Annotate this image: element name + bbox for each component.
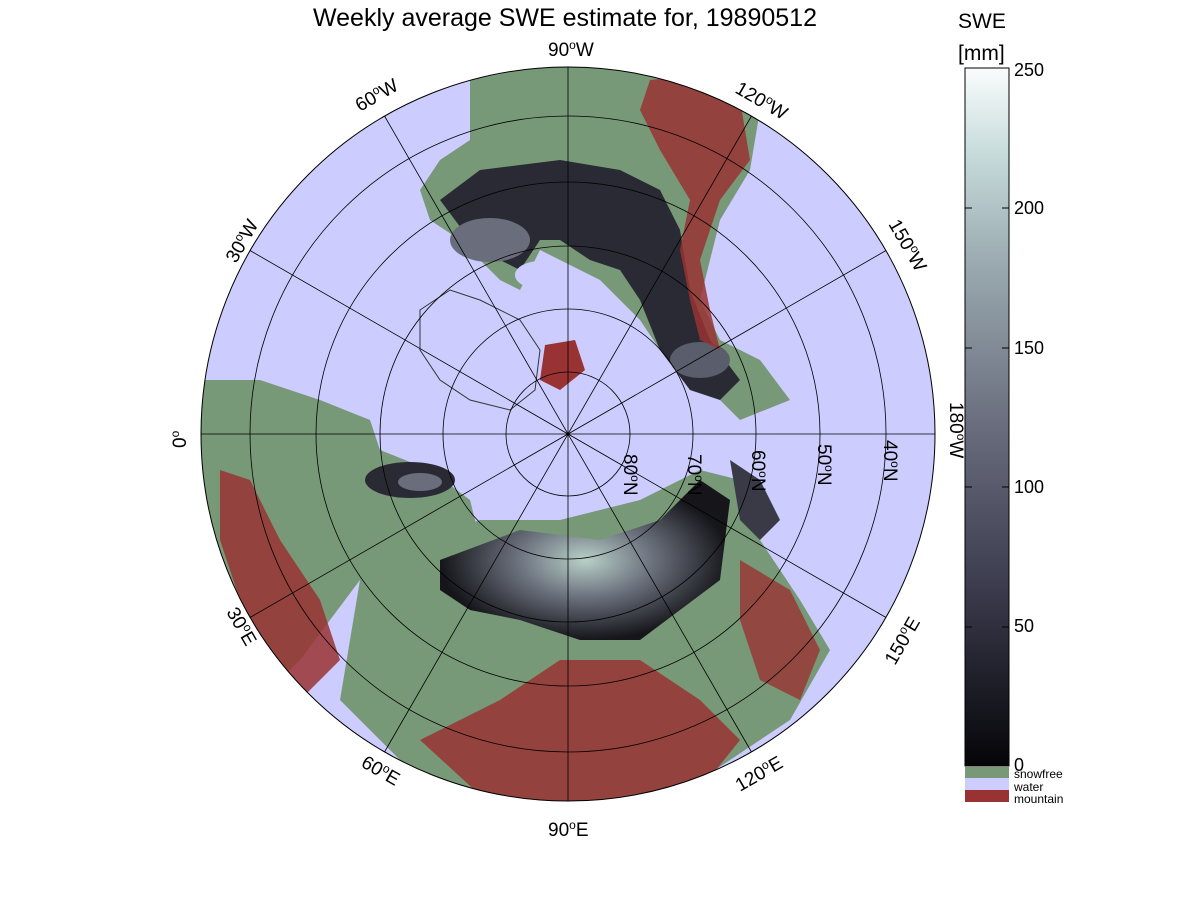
lon-label-90w: 90oW bbox=[548, 38, 594, 61]
colorbar-tick-marks bbox=[965, 207, 1009, 767]
swe-patch-canada-east bbox=[450, 218, 530, 262]
legend-label-water: water bbox=[1014, 780, 1044, 794]
legend-label-mountain: mountain bbox=[1014, 792, 1064, 806]
map-title: Weekly average SWE estimate for, 1989051… bbox=[313, 4, 817, 32]
hudson-bay bbox=[515, 261, 565, 289]
mountain-east-asia bbox=[740, 560, 820, 700]
lat-label-70n: 70oN bbox=[683, 454, 706, 496]
meridian-150w-30e bbox=[249, 250, 887, 618]
colorbar-tick-label: 100 bbox=[1014, 477, 1045, 497]
map-border bbox=[200, 66, 936, 802]
colorbar-gradient bbox=[964, 67, 1010, 767]
map-disk bbox=[201, 67, 935, 801]
meridians bbox=[201, 67, 935, 801]
island-svalbard bbox=[540, 340, 585, 390]
colorbar-tick-label: 50 bbox=[1014, 616, 1035, 636]
lon-label-150e: 150oE bbox=[879, 613, 924, 669]
colorbar-title-line1: SWE bbox=[958, 10, 1006, 33]
latitude-labels: 80oN 70oN 60oN 50oN 40oN bbox=[619, 440, 902, 496]
lon-label-60w: 60oW bbox=[351, 73, 402, 116]
mountain-rockies bbox=[640, 75, 750, 350]
lat-label-40n: 40oN bbox=[879, 440, 902, 482]
swe-scandinavia-core bbox=[398, 473, 442, 491]
legend-label-snowfree: snowfree bbox=[1014, 767, 1063, 781]
colorbar-title-line2: [mm] bbox=[958, 42, 1005, 65]
greenland-outline bbox=[419, 289, 541, 411]
lon-label-180w: 180oW bbox=[945, 402, 968, 458]
mountain-europe bbox=[220, 470, 340, 700]
legend-swatch-water bbox=[965, 778, 1009, 790]
lon-label-90e: 90oE bbox=[548, 818, 589, 841]
colorbar-tick-label: 250 bbox=[1014, 60, 1045, 80]
swe-kamchatka bbox=[730, 460, 780, 540]
mountain-central-asia bbox=[420, 660, 740, 801]
legend-swatch-snowfree bbox=[965, 767, 1009, 778]
colorbar-tick-label: 0 bbox=[1014, 755, 1025, 775]
swe-siberia bbox=[440, 480, 730, 640]
lat-label-60n: 60oN bbox=[747, 450, 770, 492]
colorbar-title: SWE [mm] bbox=[958, 6, 1006, 70]
swe-patch-alaska bbox=[670, 342, 730, 378]
lon-label-0: 0o bbox=[168, 430, 191, 448]
colorbar bbox=[964, 67, 1010, 802]
swe-north-america bbox=[440, 160, 740, 400]
colorbar-tick-label: 200 bbox=[1014, 198, 1045, 218]
legend-swatch-mountain bbox=[965, 790, 1009, 802]
lat-label-80n: 80oN bbox=[619, 454, 642, 496]
colorbar-tick-label: 150 bbox=[1014, 338, 1045, 358]
lat-label-50n: 50oN bbox=[813, 444, 836, 486]
